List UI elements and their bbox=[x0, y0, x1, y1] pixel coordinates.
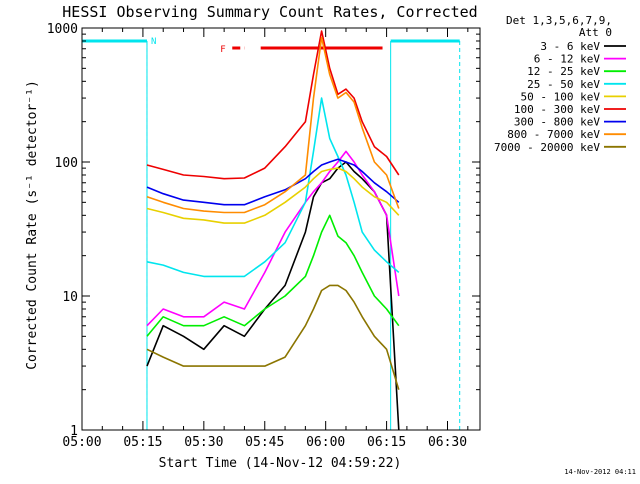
y-axis-label: Corrected Count Rate (s⁻¹ detector⁻¹) bbox=[25, 80, 40, 370]
series-line-8 bbox=[146, 36, 400, 214]
y-tick-label: 10 bbox=[62, 290, 78, 305]
legend-label: 3 - 6 keV bbox=[540, 40, 600, 53]
series-line-9 bbox=[146, 284, 400, 390]
x-tick-label: 06:00 bbox=[306, 435, 345, 450]
series-line-1 bbox=[146, 161, 400, 431]
legend-label: 800 - 7000 keV bbox=[507, 128, 600, 141]
x-tick-label: 06:30 bbox=[428, 435, 467, 450]
series-line-5 bbox=[146, 167, 400, 224]
series-line-7 bbox=[146, 158, 400, 206]
plot-series bbox=[146, 30, 400, 431]
legend-label: 12 - 25 keV bbox=[527, 65, 600, 78]
plot-axes: 1 10 100 1000 05:00 05:15 05:30 05:45 06:00 06:15… bbox=[47, 22, 481, 450]
legend-label: 6 - 12 keV bbox=[534, 53, 601, 66]
x-axis-label: Start Time (14-Nov-12 04:59:22) bbox=[159, 456, 402, 471]
series-line-3 bbox=[146, 214, 400, 337]
y-tick-label: 100 bbox=[55, 156, 78, 171]
x-tick-label: 06:15 bbox=[367, 435, 406, 450]
timestamp: 14-Nov-2012 04:11 bbox=[564, 468, 636, 476]
night-label: N bbox=[151, 37, 156, 47]
legend-label: 100 - 300 keV bbox=[514, 103, 600, 116]
legend-title-line: Att 0 bbox=[579, 26, 612, 39]
legend-label: 7000 - 20000 keV bbox=[494, 141, 600, 154]
legend-label: 50 - 100 keV bbox=[521, 90, 601, 103]
plot-frame bbox=[81, 27, 481, 431]
x-tick-label: 05:45 bbox=[245, 435, 284, 450]
series-line-4 bbox=[146, 97, 400, 278]
series-line-2 bbox=[146, 150, 400, 327]
chart-title: HESSI Observing Summary Count Rates, Cor… bbox=[62, 3, 477, 21]
flare-label: F bbox=[220, 45, 225, 55]
x-tick-label: 05:30 bbox=[184, 435, 223, 450]
legend-title: Det 1,3,5,6,7,9,Att 0 bbox=[506, 14, 612, 39]
y-tick-label: 1 bbox=[70, 424, 78, 439]
legend-label: 25 - 50 keV bbox=[527, 78, 600, 91]
x-tick-label: 05:15 bbox=[123, 435, 162, 450]
series-line-6 bbox=[146, 30, 400, 180]
legend-label: 300 - 800 keV bbox=[514, 116, 600, 129]
x-tick-label: 05:00 bbox=[62, 435, 101, 450]
y-tick-label: 1000 bbox=[47, 22, 78, 37]
legend-title-line: Det 1,3,5,6,7,9, bbox=[506, 14, 612, 27]
